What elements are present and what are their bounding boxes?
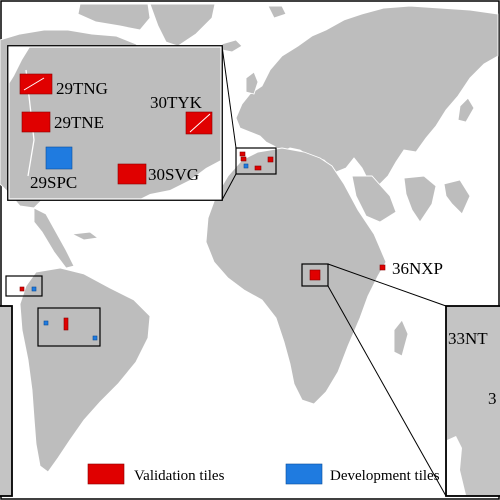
tile-30svg — [117, 163, 147, 185]
amazon-development-tile — [92, 335, 98, 341]
colombia-development-tile — [31, 286, 37, 292]
spain-validation-tile — [240, 156, 247, 162]
cameroon-locator-frame — [301, 263, 329, 287]
spain-locator-frame — [235, 147, 277, 175]
spain-validation-tile — [267, 156, 274, 163]
africa — [205, 147, 387, 405]
greenland — [149, 3, 216, 47]
leader-line-africa-top — [327, 263, 447, 307]
leader-line-spain-bottom — [221, 173, 237, 201]
tile-29tne — [21, 111, 51, 133]
british-isles — [245, 71, 259, 95]
spain-development-tile — [243, 163, 249, 169]
se-asia — [443, 179, 471, 215]
label-36nxp: 36NXP — [392, 259, 443, 278]
spain-inset: 29TNG 29TNE 30TYK 29SPC 30SVG — [7, 45, 223, 201]
legend: Validation tiles Development tiles — [87, 463, 440, 485]
label-33nt: 33NT — [448, 329, 488, 348]
label-29tne: 29TNE — [54, 113, 104, 132]
legend-development-swatch — [285, 463, 323, 485]
india — [403, 175, 437, 223]
south-america — [19, 267, 151, 473]
world-tiles — [19, 151, 386, 341]
label-3-partial: 3 — [488, 389, 497, 408]
africa-inset-sea — [447, 436, 466, 495]
colombia-locator-frame — [5, 275, 43, 297]
label-30svg: 30SVG — [148, 165, 199, 184]
leader-line-spain-top — [221, 45, 237, 149]
tile-29tng-coast — [23, 77, 45, 91]
cameroon-validation-tile — [309, 269, 321, 281]
colombia-validation-tile — [19, 286, 25, 292]
amazon-locator-frame — [37, 307, 101, 347]
japan — [457, 97, 475, 123]
north-america-upper — [77, 3, 151, 31]
amazon-development-tile — [43, 320, 49, 326]
spain-inset-sea-south — [140, 160, 221, 199]
tile-30tyk-coast — [189, 113, 211, 133]
tile-29spc — [45, 146, 73, 170]
arabian-peninsula — [351, 175, 397, 223]
nxp-validation-tile — [379, 264, 386, 271]
legend-validation-label: Validation tiles — [134, 468, 225, 484]
south-america-inset — [0, 305, 13, 497]
label-30tyk: 30TYK — [150, 93, 203, 112]
leader-line-africa-bottom — [327, 285, 447, 497]
leader-lines — [221, 45, 447, 497]
amazon-validation-tile — [63, 317, 69, 331]
eurasia — [235, 5, 499, 187]
spain-validation-tile — [239, 151, 246, 157]
central-america — [33, 207, 75, 269]
iceland — [221, 39, 243, 53]
label-29spc: 29SPC — [30, 173, 77, 192]
caribbean — [70, 231, 100, 241]
spain-validation-tile — [254, 165, 262, 171]
madagascar — [393, 319, 409, 357]
legend-validation-swatch — [87, 463, 125, 485]
svalbard — [267, 5, 287, 19]
tile-29tng — [19, 73, 53, 95]
label-29tng: 29TNG — [56, 79, 108, 98]
africa-inset: 33NT 3 — [445, 305, 500, 497]
locator-frames — [5, 147, 329, 347]
spain-inset-sea — [9, 47, 30, 84]
south-america-inset-frame — [0, 305, 13, 497]
legend-development-label: Development tiles — [330, 468, 440, 484]
